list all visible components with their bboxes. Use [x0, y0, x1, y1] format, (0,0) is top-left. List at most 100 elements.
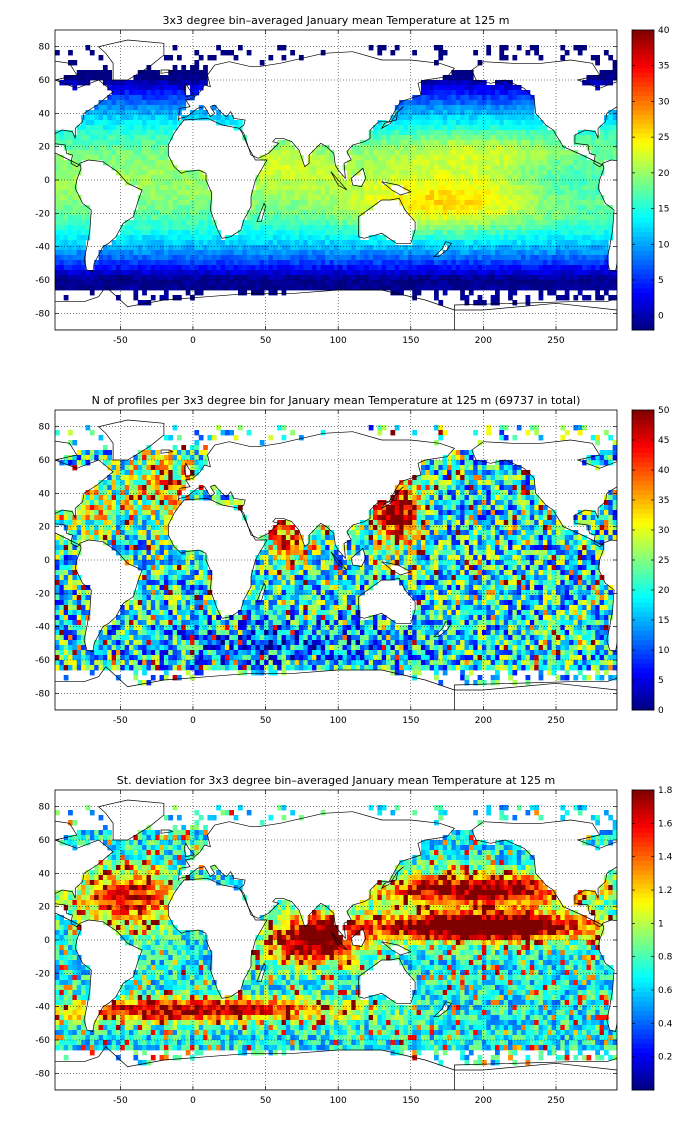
data-cell [416, 110, 422, 116]
data-cell [68, 270, 73, 276]
data-cell [499, 80, 505, 86]
data-cell [586, 165, 592, 171]
data-cell [146, 90, 152, 96]
data-cell [582, 240, 587, 246]
data-cell [198, 200, 204, 206]
data-cell [68, 455, 73, 461]
data-cell [176, 195, 182, 201]
data-cell [194, 260, 200, 266]
data-cell [163, 460, 169, 466]
data-cell [290, 260, 296, 266]
data-cell [194, 440, 200, 446]
data-cell [481, 170, 487, 176]
data-cell [420, 115, 426, 121]
data-cell [381, 155, 387, 161]
data-cell [438, 175, 444, 181]
data-cell [438, 50, 444, 56]
data-cell [442, 490, 448, 496]
data-cell [72, 205, 78, 211]
data-cell [473, 485, 478, 491]
data-cell [499, 250, 505, 256]
data-cell [255, 255, 261, 261]
data-cell [111, 270, 117, 276]
data-cell [503, 215, 509, 221]
data-cell [394, 280, 400, 286]
data-cell [268, 165, 274, 171]
data-cell [81, 210, 86, 216]
data-cell [542, 230, 548, 236]
data-cell [608, 460, 614, 466]
data-cell [503, 170, 509, 176]
data-cell [529, 120, 535, 126]
data-cell [325, 175, 330, 181]
data-cell [569, 280, 574, 286]
data-cell [102, 130, 108, 136]
data-cell [586, 245, 592, 251]
data-cell [590, 225, 596, 231]
data-cell [281, 235, 287, 241]
data-cell [359, 160, 365, 166]
data-cell [203, 200, 208, 206]
data-cell [434, 480, 439, 486]
colorbar-segment [632, 245, 654, 251]
data-cell [272, 170, 278, 176]
data-cell [468, 460, 474, 466]
colorbar-segment [632, 147, 654, 153]
data-cell [59, 255, 65, 261]
data-cell [481, 85, 487, 91]
data-cell [98, 500, 104, 506]
data-cell [63, 205, 69, 211]
data-cell [172, 100, 178, 106]
data-cell [107, 70, 113, 76]
data-cell [538, 230, 544, 236]
data-cell [194, 250, 200, 256]
data-cell [277, 265, 282, 271]
data-cell [368, 135, 374, 141]
data-cell [603, 430, 609, 436]
data-cell [464, 120, 470, 126]
data-cell [355, 235, 361, 241]
data-cell [155, 70, 160, 76]
data-cell [159, 265, 165, 271]
data-cell [490, 215, 496, 221]
data-cell [229, 250, 235, 256]
data-cell [512, 55, 518, 61]
data-cell [176, 455, 182, 461]
data-cell [107, 150, 113, 156]
data-cell [451, 195, 457, 201]
data-cell [473, 50, 478, 56]
data-cell [190, 65, 195, 71]
data-cell [442, 260, 448, 266]
data-cell [399, 120, 404, 126]
data-cell [102, 140, 108, 146]
data-cell [516, 260, 522, 266]
data-cell [455, 260, 461, 266]
data-cell [146, 145, 152, 151]
data-cell [503, 470, 509, 476]
data-cell [416, 225, 422, 231]
data-cell [403, 285, 409, 291]
data-cell [129, 470, 134, 476]
data-cell [172, 180, 178, 186]
data-cell [211, 265, 217, 271]
data-cell [120, 85, 126, 91]
data-cell [525, 190, 531, 196]
data-cell [146, 455, 152, 461]
data-cell [386, 150, 391, 156]
data-cell [72, 75, 78, 81]
data-cell [55, 255, 60, 261]
data-cell [516, 45, 522, 51]
data-cell [403, 110, 409, 116]
data-cell [98, 275, 104, 281]
data-cell [403, 490, 409, 496]
data-cell [542, 220, 548, 226]
data-cell [573, 220, 579, 226]
data-cell [495, 265, 500, 271]
data-cell [590, 455, 596, 461]
data-cell [172, 230, 178, 236]
data-cell [377, 280, 383, 286]
data-cell [460, 130, 465, 136]
data-cell [516, 210, 522, 216]
data-cell [460, 265, 465, 271]
data-cell [412, 255, 417, 261]
